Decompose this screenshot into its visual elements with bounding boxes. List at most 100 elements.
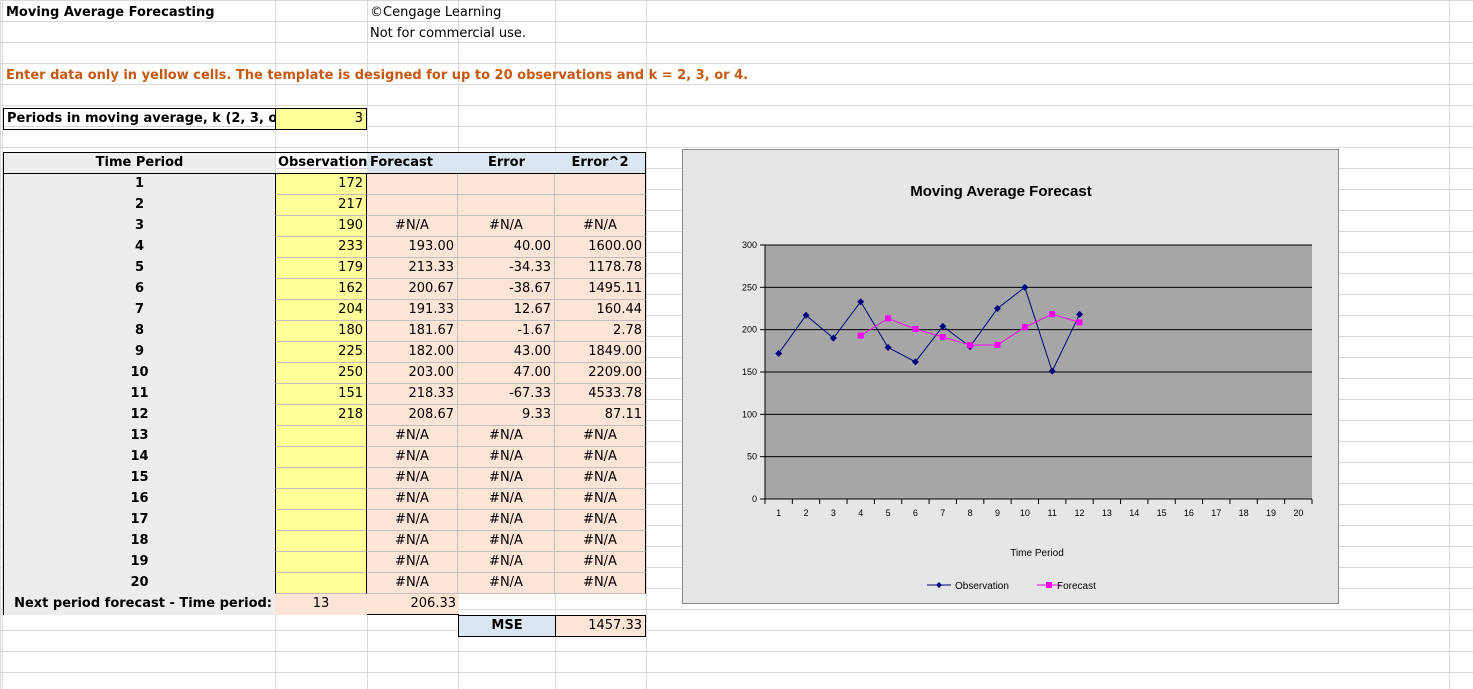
time-period-cell[interactable]: 13 — [3, 426, 275, 447]
error-cell[interactable]: #N/A — [458, 447, 555, 468]
forecast-cell[interactable]: #N/A — [367, 510, 458, 531]
observation-cell[interactable] — [275, 489, 367, 510]
time-period-cell[interactable]: 5 — [3, 258, 275, 279]
forecast-cell[interactable]: #N/A — [367, 426, 458, 447]
error-squared-cell[interactable]: #N/A — [555, 552, 646, 573]
time-period-cell[interactable]: 11 — [3, 384, 275, 405]
next-period-value[interactable]: 13 — [275, 594, 367, 615]
forecast-cell[interactable]: 203.00 — [367, 363, 458, 384]
k-label[interactable]: Periods in moving average, k (2, 3, or 4… — [3, 108, 276, 130]
error-cell[interactable]: #N/A — [458, 552, 555, 573]
forecast-cell[interactable]: 213.33 — [367, 258, 458, 279]
forecast-cell[interactable]: #N/A — [367, 573, 458, 594]
time-period-cell[interactable]: 10 — [3, 363, 275, 384]
time-period-cell[interactable]: 6 — [3, 279, 275, 300]
forecast-cell[interactable]: 193.00 — [367, 237, 458, 258]
error-squared-cell[interactable]: 1849.00 — [555, 342, 646, 363]
error-squared-cell[interactable] — [555, 174, 646, 195]
next-period-label[interactable]: Next period forecast - Time period: — [3, 594, 275, 615]
observation-cell[interactable]: 225 — [275, 342, 367, 363]
observation-cell[interactable] — [275, 426, 367, 447]
error-cell[interactable]: #N/A — [458, 489, 555, 510]
forecast-cell[interactable]: #N/A — [367, 468, 458, 489]
error-cell[interactable]: #N/A — [458, 426, 555, 447]
time-period-cell[interactable]: 3 — [3, 216, 275, 237]
observation-cell[interactable]: 179 — [275, 258, 367, 279]
error-squared-cell[interactable]: 87.11 — [555, 405, 646, 426]
error-cell[interactable]: #N/A — [458, 573, 555, 594]
forecast-cell[interactable]: 218.33 — [367, 384, 458, 405]
forecast-cell[interactable]: #N/A — [367, 531, 458, 552]
error-squared-cell[interactable]: #N/A — [555, 216, 646, 237]
error-squared-cell[interactable]: #N/A — [555, 573, 646, 594]
error-cell[interactable]: #N/A — [458, 468, 555, 489]
error-squared-cell[interactable]: #N/A — [555, 447, 646, 468]
observation-cell[interactable]: 180 — [275, 321, 367, 342]
forecast-cell[interactable]: 200.67 — [367, 279, 458, 300]
observation-cell[interactable]: 172 — [275, 174, 367, 195]
observation-cell[interactable]: 233 — [275, 237, 367, 258]
next-forecast-value[interactable]: 206.33 — [367, 594, 459, 615]
k-input[interactable]: 3 — [275, 108, 367, 130]
time-period-cell[interactable]: 2 — [3, 195, 275, 216]
time-period-cell[interactable]: 7 — [3, 300, 275, 321]
forecast-cell[interactable]: #N/A — [367, 489, 458, 510]
time-period-cell[interactable]: 1 — [3, 174, 275, 195]
forecast-cell[interactable]: 182.00 — [367, 342, 458, 363]
forecast-cell[interactable] — [367, 174, 458, 195]
observation-cell[interactable]: 162 — [275, 279, 367, 300]
mse-value[interactable]: 1457.33 — [555, 615, 646, 637]
header-observation[interactable]: Observation — [275, 152, 367, 174]
time-period-cell[interactable]: 19 — [3, 552, 275, 573]
header-time-period[interactable]: Time Period — [3, 152, 275, 174]
error-squared-cell[interactable]: 1495.11 — [555, 279, 646, 300]
observation-cell[interactable] — [275, 552, 367, 573]
time-period-cell[interactable]: 17 — [3, 510, 275, 531]
header-error[interactable]: Error — [458, 152, 555, 174]
forecast-cell[interactable]: #N/A — [367, 216, 458, 237]
error-squared-cell[interactable]: 4533.78 — [555, 384, 646, 405]
error-squared-cell[interactable]: #N/A — [555, 531, 646, 552]
error-cell[interactable]: -1.67 — [458, 321, 555, 342]
error-squared-cell[interactable]: #N/A — [555, 426, 646, 447]
notice-text[interactable]: Not for commercial use. — [370, 26, 527, 41]
time-period-cell[interactable]: 9 — [3, 342, 275, 363]
copyright-text[interactable]: ©Cengage Learning — [370, 5, 502, 20]
error-squared-cell[interactable]: 2.78 — [555, 321, 646, 342]
forecast-cell[interactable]: 191.33 — [367, 300, 458, 321]
observation-cell[interactable] — [275, 531, 367, 552]
sheet-title[interactable]: Moving Average Forecasting — [6, 5, 215, 20]
error-squared-cell[interactable]: 1178.78 — [555, 258, 646, 279]
time-period-cell[interactable]: 4 — [3, 237, 275, 258]
observation-cell[interactable] — [275, 573, 367, 594]
error-cell[interactable]: 12.67 — [458, 300, 555, 321]
error-squared-cell[interactable]: 160.44 — [555, 300, 646, 321]
time-period-cell[interactable]: 18 — [3, 531, 275, 552]
error-cell[interactable] — [458, 174, 555, 195]
error-cell[interactable]: 40.00 — [458, 237, 555, 258]
observation-cell[interactable]: 217 — [275, 195, 367, 216]
forecast-cell[interactable] — [367, 195, 458, 216]
forecast-cell[interactable]: 208.67 — [367, 405, 458, 426]
observation-cell[interactable]: 204 — [275, 300, 367, 321]
error-cell[interactable]: #N/A — [458, 510, 555, 531]
observation-cell[interactable] — [275, 447, 367, 468]
moving-average-chart[interactable]: Moving Average Forecast Time Period 0 50 1… — [682, 149, 1339, 604]
error-cell[interactable]: -67.33 — [458, 384, 555, 405]
time-period-cell[interactable]: 12 — [3, 405, 275, 426]
error-cell[interactable]: #N/A — [458, 216, 555, 237]
error-squared-cell[interactable]: 2209.00 — [555, 363, 646, 384]
forecast-cell[interactable]: 181.67 — [367, 321, 458, 342]
error-squared-cell[interactable]: 1600.00 — [555, 237, 646, 258]
time-period-cell[interactable]: 15 — [3, 468, 275, 489]
observation-cell[interactable]: 151 — [275, 384, 367, 405]
error-cell[interactable]: 9.33 — [458, 405, 555, 426]
error-cell[interactable]: 47.00 — [458, 363, 555, 384]
error-squared-cell[interactable]: #N/A — [555, 489, 646, 510]
time-period-cell[interactable]: 14 — [3, 447, 275, 468]
error-cell[interactable]: -38.67 — [458, 279, 555, 300]
instruction-text[interactable]: Enter data only in yellow cells. The tem… — [6, 68, 749, 83]
time-period-cell[interactable]: 20 — [3, 573, 275, 594]
error-cell[interactable]: 43.00 — [458, 342, 555, 363]
error-cell[interactable]: #N/A — [458, 531, 555, 552]
